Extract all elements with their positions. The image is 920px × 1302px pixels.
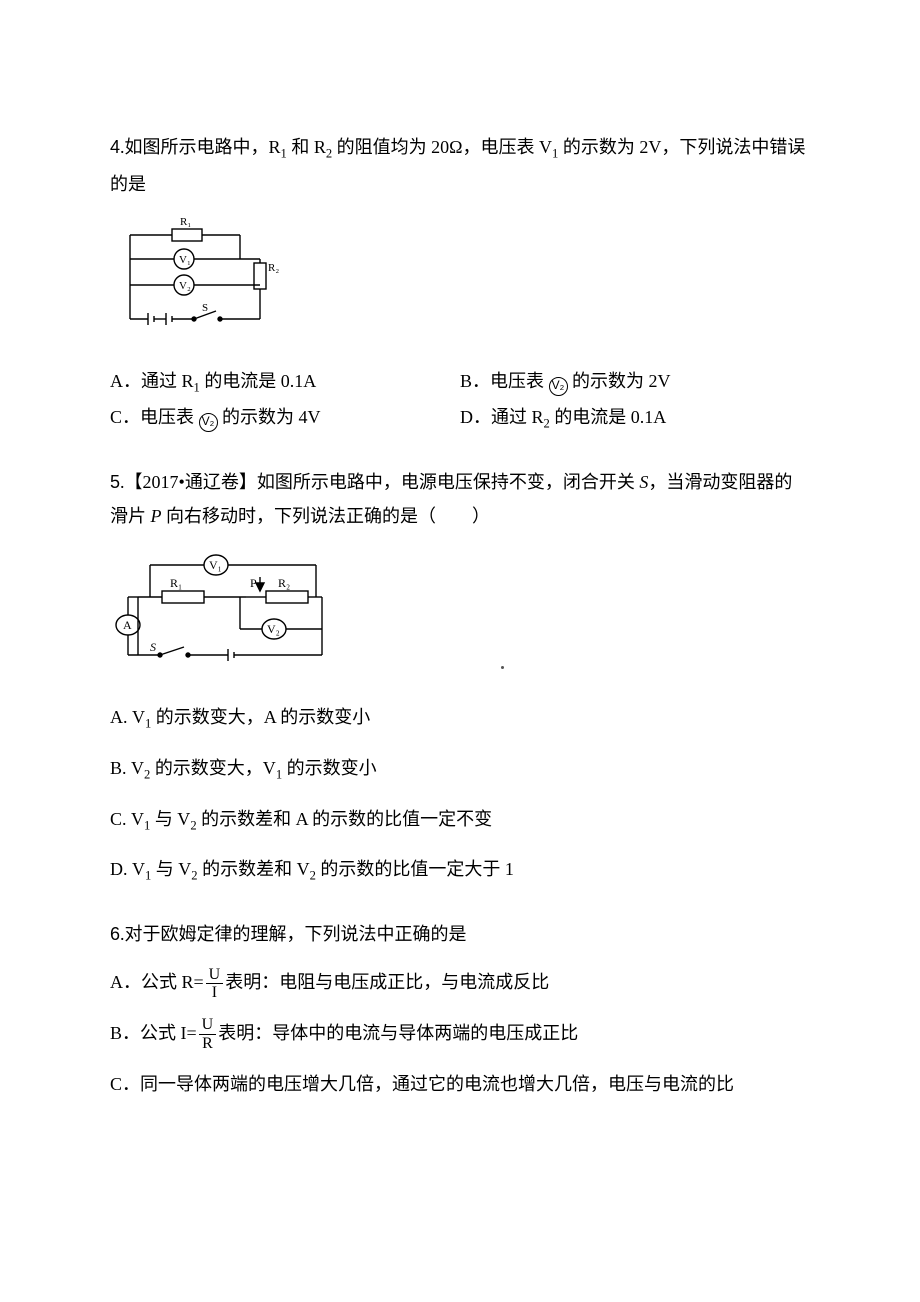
option-b: B．电压表 V₂ 的示数为 2V bbox=[460, 364, 810, 401]
question-6: 6.对于欧姆定律的理解，下列说法中正确的是 A．公式 R=UI表明：电阻与电压成… bbox=[110, 917, 810, 1101]
option-c: C. V1 与 V2 的示数差和 A 的示数的比值一定不变 bbox=[110, 802, 810, 839]
question-number: 5 bbox=[110, 472, 120, 492]
label-p: P bbox=[250, 576, 257, 590]
question-6-stem: 6.对于欧姆定律的理解，下列说法中正确的是 bbox=[110, 917, 810, 951]
question-number: 6 bbox=[110, 924, 120, 944]
fraction-u-over-i: UI bbox=[206, 966, 224, 1002]
option-c: C．电压表 V₂ 的示数为 4V bbox=[110, 400, 460, 437]
question-4-options: A．通过 R1 的电流是 0.1A B．电压表 V₂ 的示数为 2V C．电压表… bbox=[110, 364, 810, 437]
page: 4.如图所示电路中，R1 和 R2 的阻值均为 20Ω，电压表 V1 的示数为 … bbox=[0, 0, 920, 1189]
label-v2: V₂ bbox=[267, 622, 280, 636]
label-a: A bbox=[123, 618, 132, 632]
question-5: 5.【2017•通辽卷】如图所示电路中，电源电压保持不变，闭合开关 S，当滑动变… bbox=[110, 465, 810, 889]
question-4-stem: 4.如图所示电路中，R1 和 R2 的阻值均为 20Ω，电压表 V1 的示数为 … bbox=[110, 130, 810, 201]
label-v1: V₁ bbox=[179, 254, 191, 266]
label-s: S bbox=[150, 640, 156, 654]
circuit-diagram-icon: V₁ V₂ R₁ R₂ P A S bbox=[110, 547, 346, 671]
option-d: D．通过 R2 的电流是 0.1A bbox=[460, 400, 810, 437]
label-r2: R₂ bbox=[278, 576, 290, 590]
question-4-figure: R₁ R₂ V₁ V₂ S bbox=[110, 215, 810, 346]
label-r1: R₁ bbox=[170, 576, 182, 590]
option-b: B. V2 的示数变大，V1 的示数变小 bbox=[110, 751, 810, 788]
question-5-stem: 5.【2017•通辽卷】如图所示电路中，电源电压保持不变，闭合开关 S，当滑动变… bbox=[110, 465, 810, 533]
label-v1: V₁ bbox=[209, 558, 222, 572]
label-s: S bbox=[202, 302, 208, 314]
voltmeter-v2-icon: V₂ bbox=[199, 413, 218, 432]
stem-text: .对于欧姆定律的理解，下列说法中正确的是 bbox=[120, 924, 467, 944]
option-d: D. V1 与 V2 的示数差和 V2 的示数的比值一定大于 1 bbox=[110, 852, 810, 889]
question-6-options: A．公式 R=UI表明：电阻与电压成正比，与电流成反比 B．公式 I=UR表明：… bbox=[110, 965, 810, 1101]
label-r1: R₁ bbox=[180, 216, 191, 228]
stem-text: .【2017•通辽卷】如图所示电路中，电源电压保持不变，闭合开关 S，当滑动变阻… bbox=[110, 472, 792, 526]
option-a: A．通过 R1 的电流是 0.1A bbox=[110, 364, 460, 401]
question-4: 4.如图所示电路中，R1 和 R2 的阻值均为 20Ω，电压表 V1 的示数为 … bbox=[110, 130, 810, 437]
stem-text: .如图所示电路中，R1 和 R2 的阻值均为 20Ω，电压表 V1 的示数为 2… bbox=[110, 137, 805, 194]
option-b: B．公式 I=UR表明：导体中的电流与导体两端的电压成正比 bbox=[110, 1016, 810, 1053]
question-number: 4 bbox=[110, 137, 120, 157]
question-5-options: A. V1 的示数变大，A 的示数变小 B. V2 的示数变大，V1 的示数变小… bbox=[110, 700, 810, 888]
circuit-diagram-icon: R₁ R₂ V₁ V₂ S bbox=[110, 215, 280, 335]
option-a: A．公式 R=UI表明：电阻与电压成正比，与电流成反比 bbox=[110, 965, 810, 1002]
label-r2: R₂ bbox=[268, 262, 279, 274]
label-v2: V₂ bbox=[179, 280, 191, 292]
question-5-figure: V₁ V₂ R₁ R₂ P A S bbox=[110, 547, 810, 682]
dot-icon bbox=[501, 666, 504, 669]
option-c: C．同一导体两端的电压增大几倍，通过它的电流也增大几倍，电压与电流的比 bbox=[110, 1067, 810, 1101]
option-a: A. V1 的示数变大，A 的示数变小 bbox=[110, 700, 810, 737]
fraction-u-over-r: UR bbox=[199, 1016, 217, 1052]
voltmeter-v2-icon: V₂ bbox=[549, 377, 568, 396]
